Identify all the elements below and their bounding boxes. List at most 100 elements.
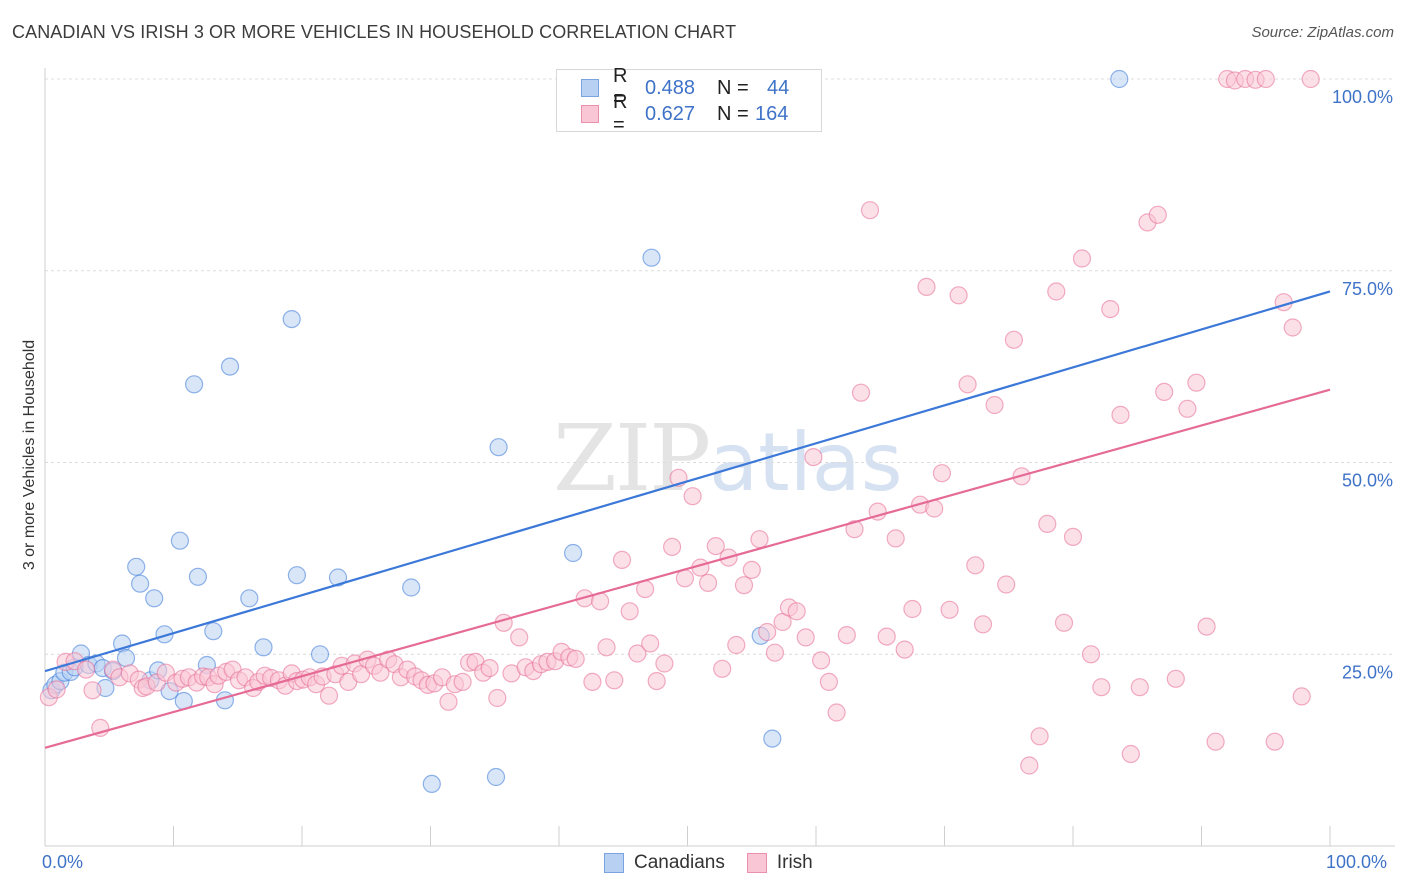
legend-r-label: R = <box>613 65 628 110</box>
point-irish <box>1155 382 1174 401</box>
point-canadians <box>131 574 150 593</box>
point-irish <box>985 395 1004 415</box>
point-canadians <box>240 589 259 608</box>
point-irish <box>319 686 339 705</box>
source-credit: Source: ZipAtlas.com <box>1251 24 1394 41</box>
point-irish <box>886 529 905 548</box>
point-irish <box>1301 69 1320 89</box>
point-irish <box>1047 282 1066 301</box>
point-canadians <box>127 557 146 576</box>
point-canadians <box>254 638 273 657</box>
point-irish <box>765 643 785 662</box>
point-irish <box>655 654 674 673</box>
point-irish <box>837 625 856 645</box>
point-canadians <box>170 531 189 550</box>
point-irish <box>480 658 499 678</box>
point-irish <box>895 640 914 659</box>
point-irish <box>940 600 959 619</box>
series-legend-label: Canadians <box>634 852 725 873</box>
point-irish <box>734 576 754 595</box>
point-irish <box>827 703 846 722</box>
point-irish <box>1130 678 1149 697</box>
point-irish <box>1148 205 1167 224</box>
legend-n-value: 164 <box>755 102 789 125</box>
point-canadians <box>310 645 330 664</box>
point-canadians <box>563 543 583 563</box>
point-irish <box>713 659 732 678</box>
point-irish <box>1197 617 1216 636</box>
point-canadians <box>204 622 223 641</box>
trendline-canadians <box>44 290 1331 673</box>
legend-n-label: N = <box>717 76 749 99</box>
point-irish <box>1072 249 1092 268</box>
point-irish <box>583 672 602 692</box>
point-irish <box>641 634 660 653</box>
point-irish <box>845 520 864 539</box>
point-irish <box>851 383 871 402</box>
point-irish <box>620 602 639 621</box>
point-irish <box>647 671 666 691</box>
point-irish <box>1111 405 1130 424</box>
legend-row-canadians: R = 0.488 N = 44 <box>581 65 790 110</box>
point-irish <box>1206 732 1225 751</box>
point-irish <box>997 575 1016 594</box>
chart-title: CANADIAN VS IRISH 3 OR MORE VEHICLES IN … <box>12 22 737 42</box>
point-irish <box>1178 399 1197 418</box>
point-irish <box>76 660 96 679</box>
point-irish <box>706 536 725 556</box>
legend-r-value: 0.488 <box>645 76 696 99</box>
point-canadians <box>422 774 441 794</box>
series-legend-item-irish[interactable]: Irish <box>746 852 813 874</box>
point-irish <box>488 688 507 708</box>
point-canadians <box>220 357 240 376</box>
x-tick-label-max: 100.0% <box>1326 852 1388 872</box>
series-legend-item-canadians[interactable]: Canadians <box>604 852 725 874</box>
point-irish <box>698 573 718 593</box>
legend-r-label: R = <box>613 91 628 136</box>
point-irish <box>903 599 922 619</box>
point-irish <box>758 622 777 642</box>
point-irish <box>439 692 458 711</box>
point-canadians <box>282 310 301 329</box>
x-tick-label-min: 0.0% <box>42 852 84 872</box>
point-canadians <box>328 568 348 587</box>
y-tick-label: 25.0% <box>1342 662 1393 682</box>
point-irish <box>1256 69 1275 89</box>
point-irish <box>1292 687 1311 706</box>
point-irish <box>1054 613 1074 632</box>
series-legend-swatch-irish <box>746 853 767 873</box>
point-irish <box>727 635 746 655</box>
point-irish <box>47 680 66 699</box>
point-irish <box>1187 373 1206 392</box>
point-irish <box>628 644 647 663</box>
point-irish <box>1020 756 1039 775</box>
point-irish <box>83 681 102 700</box>
point-canadians <box>642 248 661 267</box>
point-irish <box>796 628 815 647</box>
point-canadians <box>287 566 306 585</box>
point-irish <box>605 671 624 690</box>
point-irish <box>453 672 472 692</box>
legend-n-value: 44 <box>767 76 790 99</box>
point-irish <box>877 627 896 646</box>
point-irish <box>1030 727 1049 746</box>
point-irish <box>1092 678 1111 697</box>
point-irish <box>742 560 761 580</box>
point-irish <box>1166 669 1185 688</box>
point-irish <box>1274 293 1293 312</box>
trendline-irish <box>44 388 1331 749</box>
point-irish <box>1038 514 1057 534</box>
point-irish <box>494 613 513 632</box>
point-irish <box>787 602 806 621</box>
point-irish <box>1004 330 1024 349</box>
point-irish <box>566 649 585 669</box>
point-irish <box>860 201 880 220</box>
point-irish <box>1081 645 1101 664</box>
point-irish <box>612 550 632 570</box>
series-legend-label: Irish <box>776 852 813 873</box>
point-canadians <box>763 729 782 748</box>
y-tick-label: 100.0% <box>1332 87 1393 107</box>
legend-swatch-canadians <box>581 79 599 97</box>
point-canadians <box>188 567 207 586</box>
